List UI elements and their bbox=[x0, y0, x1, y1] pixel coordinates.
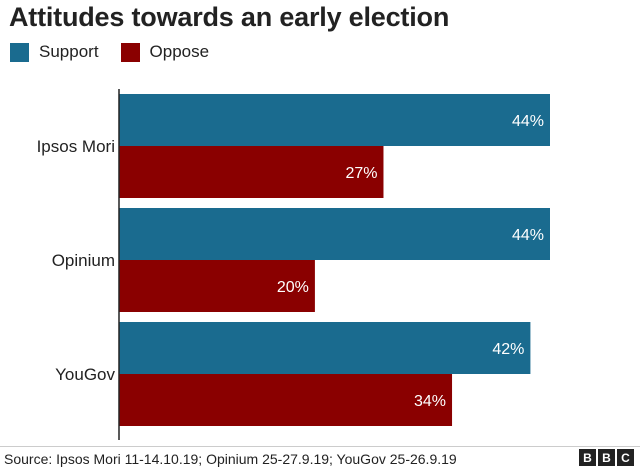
footer-divider bbox=[0, 446, 640, 447]
bar-opinium-oppose bbox=[119, 260, 315, 312]
legend-item-support: Support bbox=[10, 42, 99, 62]
source-note: Source: Ipsos Mori 11-14.10.19; Opinium … bbox=[4, 451, 457, 467]
value-label-ipsos-mori-support: 44% bbox=[512, 113, 544, 130]
bar-opinium-support bbox=[119, 208, 550, 260]
bbc-logo-letter-2: B bbox=[598, 449, 615, 466]
bars-layer bbox=[119, 94, 550, 426]
bbc-logo-letter-1: B bbox=[579, 449, 596, 466]
legend-label-oppose: Oppose bbox=[149, 42, 210, 61]
value-label-ipsos-mori-oppose: 27% bbox=[345, 165, 377, 182]
category-label-opinium: Opinium bbox=[52, 251, 115, 270]
value-label-yougov-support: 42% bbox=[492, 341, 524, 358]
category-label-ipsos-mori: Ipsos Mori bbox=[37, 137, 115, 156]
bar-yougov-support bbox=[119, 322, 531, 374]
bar-ipsos-mori-oppose bbox=[119, 146, 384, 198]
legend-swatch-support bbox=[10, 42, 29, 62]
value-label-yougov-oppose: 34% bbox=[414, 393, 446, 410]
value-label-opinium-oppose: 20% bbox=[277, 279, 309, 296]
legend-label-support: Support bbox=[39, 42, 99, 61]
bbc-logo-letter-3: C bbox=[617, 449, 634, 466]
legend-swatch-oppose bbox=[120, 42, 140, 62]
legend-item-oppose: Oppose bbox=[120, 42, 210, 62]
chart-title: Attitudes towards an early election bbox=[9, 2, 450, 32]
category-label-yougov: YouGov bbox=[55, 365, 115, 384]
bbc-logo: B B C bbox=[577, 449, 634, 466]
bar-yougov-oppose bbox=[119, 374, 453, 426]
bar-chart: Ipsos Mori 44% 27% Opinium 44% 20% YouGov 42% 34… bbox=[37, 89, 550, 440]
bar-ipsos-mori-support bbox=[119, 94, 550, 146]
labels-layer: Ipsos Mori 44% 27% Opinium 44% 20% YouGov 42% 34… bbox=[37, 113, 544, 410]
value-label-opinium-support: 44% bbox=[512, 227, 544, 244]
legend: Support Oppose bbox=[10, 40, 231, 64]
